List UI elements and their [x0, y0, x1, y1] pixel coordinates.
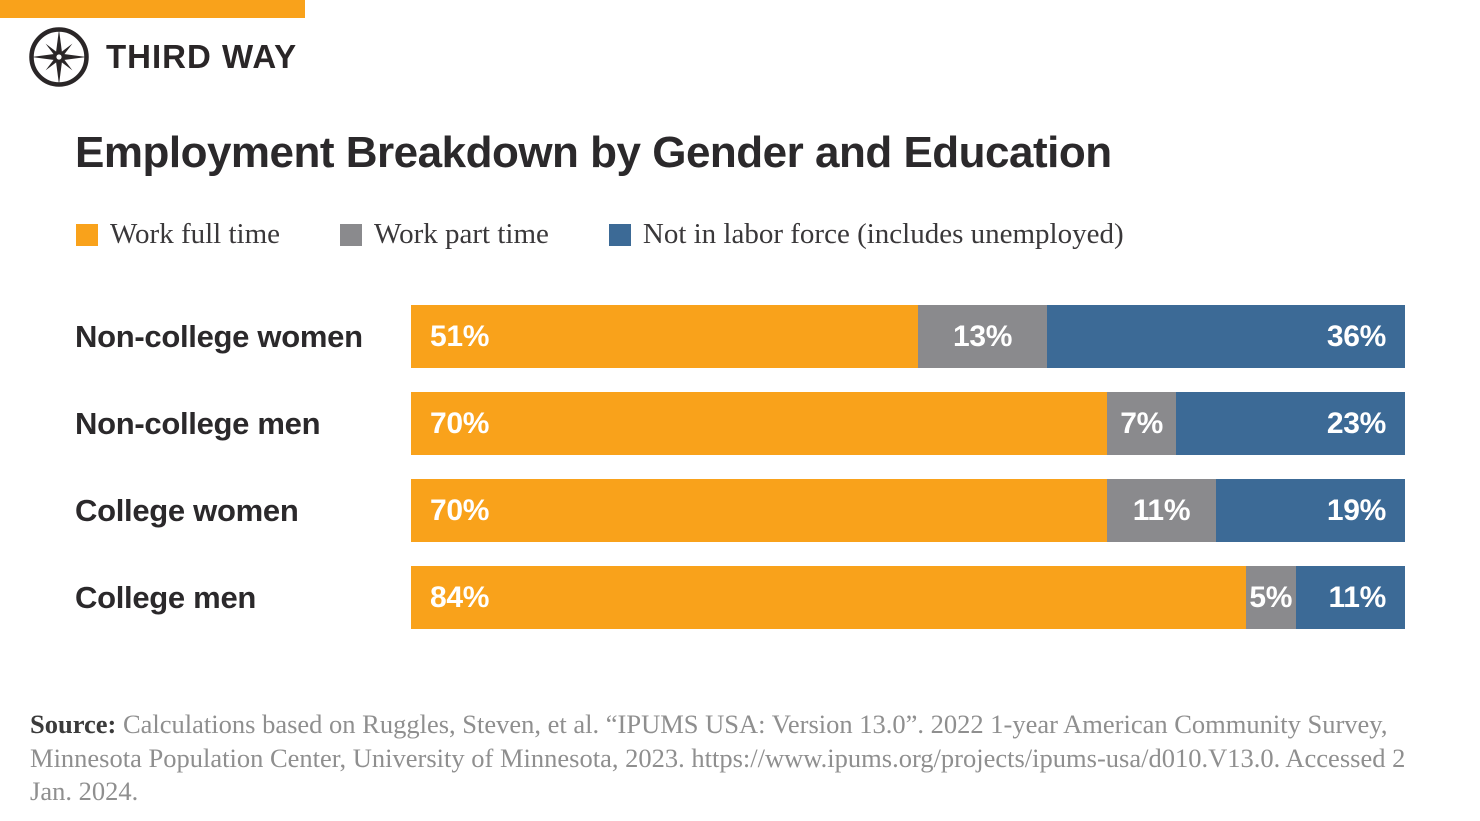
- top-accent-bar: [0, 0, 305, 18]
- source-text: Calculations based on Ruggles, Steven, e…: [30, 709, 1406, 807]
- bar-segment: 19%: [1216, 479, 1405, 542]
- chart-row: College men 84% 5% 11%: [75, 566, 1405, 629]
- category-label: Non-college women: [75, 318, 363, 354]
- legend-item: Work part time: [340, 220, 549, 249]
- legend-item: Not in labor force (includes unemployed): [608, 218, 1124, 250]
- legend-label: Work full time: [110, 218, 281, 250]
- category-label: College men: [75, 579, 257, 615]
- stacked-bar: 70% 11% 19%: [411, 479, 1405, 542]
- segment-value-label: 13%: [952, 319, 1013, 353]
- legend-label: Work part time: [374, 218, 549, 250]
- category-label: Non-college men: [75, 405, 321, 441]
- segment-value-label: 5%: [1249, 580, 1293, 614]
- stacked-bar: 84% 5% 11%: [411, 566, 1405, 629]
- segment-value-label: 36%: [1326, 319, 1386, 353]
- legend-item: Work full time: [76, 220, 280, 249]
- chart-row: Non-college women 51% 13% 36%: [75, 305, 1405, 368]
- chart-legend: Work full time Work part time Not in labor…: [76, 220, 1124, 249]
- bar-segment: 70%: [411, 479, 1107, 542]
- segment-value-label: 11%: [1328, 580, 1386, 614]
- segment-value-label: 7%: [1120, 406, 1163, 440]
- brand-name: THIRD WAY: [106, 38, 298, 75]
- legend-label: Not in labor force (includes unemployed): [642, 218, 1124, 250]
- chart-row: Non-college men 70% 7% 23%: [75, 392, 1405, 455]
- segment-value-label: 51%: [430, 319, 490, 353]
- bar-segment: 36%: [1047, 305, 1405, 368]
- chart-row: College women 70% 11% 19%: [75, 479, 1405, 542]
- brand-header: THIRD WAY: [27, 25, 297, 89]
- stacked-bar: 70% 7% 23%: [411, 392, 1405, 455]
- bar-segment: 70%: [411, 392, 1107, 455]
- stacked-bar: 51% 13% 36%: [411, 305, 1405, 368]
- bar-segment: 7%: [1106, 392, 1177, 455]
- segment-value-label: 23%: [1326, 406, 1386, 440]
- bar-segment: 11%: [1106, 479, 1217, 542]
- bar-segment: 13%: [917, 305, 1048, 368]
- bar-segment: 51%: [411, 305, 918, 368]
- stacked-bar-chart: Non-college women 51% 13% 36% Non-college me…: [75, 305, 1405, 653]
- segment-value-label: 19%: [1326, 493, 1386, 527]
- segment-value-label: 70%: [430, 406, 490, 440]
- segment-value-label: 84%: [430, 580, 490, 614]
- bar-segment: 23%: [1176, 392, 1405, 455]
- segment-value-label: 11%: [1132, 493, 1191, 527]
- chart-title: Employment Breakdown by Gender and Educa…: [75, 128, 1112, 177]
- bar-segment: 11%: [1295, 566, 1405, 629]
- segment-value-label: 70%: [430, 493, 490, 527]
- legend-swatch-icon: [76, 223, 98, 246]
- legend-swatch-icon: [340, 223, 363, 246]
- legend-swatch-icon: [608, 223, 631, 246]
- bar-segment: 5%: [1245, 566, 1296, 629]
- bar-segment: 84%: [411, 566, 1246, 629]
- compass-icon: [27, 25, 91, 89]
- category-label: College women: [75, 492, 299, 528]
- source-note: Source: Calculations based on Ruggles, S…: [30, 708, 1432, 809]
- source-label: Source:: [30, 709, 117, 739]
